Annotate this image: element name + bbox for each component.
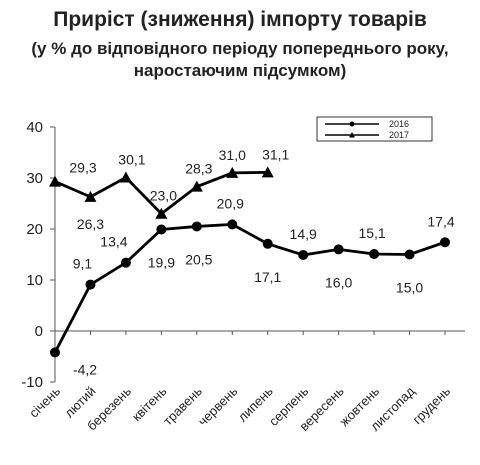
data-point-2016: [50, 347, 60, 358]
data-label-2016: 17,1: [254, 269, 281, 285]
legend-label-2017: 2017: [389, 130, 409, 140]
data-label-2016: 19,9: [148, 255, 175, 271]
subtitle-line-1: (у % до відповідного періоду попередньог…: [31, 39, 449, 58]
data-point-2016: [298, 250, 309, 261]
x-tick-label: грудень: [410, 383, 454, 427]
legend-marker-2017: [349, 132, 355, 138]
chart-subtitle: (у % до відповідного періоду попередньог…: [0, 38, 480, 82]
data-point-2016: [156, 224, 167, 235]
y-tick-label: 30: [26, 170, 43, 187]
data-point-2017: [190, 180, 203, 192]
data-point-2016: [85, 279, 96, 290]
data-point-2017: [261, 166, 274, 178]
data-label-2017: 29,3: [69, 160, 96, 176]
data-label-2017: 31,0: [219, 147, 246, 163]
data-label-2016: -4,2: [73, 361, 97, 377]
legend-label-2016: 2016: [389, 119, 409, 129]
data-label-2016: 15,0: [396, 280, 423, 296]
y-tick-label: 0: [35, 323, 43, 340]
data-label-2016: 15,1: [358, 225, 385, 241]
data-label-2017: 28,3: [185, 161, 212, 177]
data-point-2016: [369, 248, 380, 259]
data-label-2016: 20,5: [185, 251, 212, 267]
chart-title: Приріст (зниження) імпорту товарів: [53, 8, 427, 31]
data-point-2017: [49, 175, 61, 187]
data-point-2017: [226, 166, 239, 178]
data-label-2016: 13,4: [100, 234, 127, 250]
data-point-2016: [404, 249, 415, 260]
data-label-2017: 30,1: [118, 151, 145, 167]
y-tick-label: 20: [26, 221, 43, 238]
data-point-2017: [119, 171, 132, 183]
data-point-2016: [333, 244, 344, 255]
data-label-2017: 23,0: [150, 188, 177, 204]
y-tick-label: -10: [21, 374, 43, 391]
data-point-2016: [191, 221, 202, 232]
y-tick-label: 40: [26, 119, 43, 136]
legend-box: [316, 116, 433, 142]
data-point-2016: [227, 219, 238, 230]
data-label-2017: 26,3: [77, 216, 104, 232]
data-point-2016: [120, 257, 131, 268]
data-label-2016: 14,9: [290, 226, 317, 242]
data-label-2016: 16,0: [325, 274, 352, 290]
x-tick-label: червень: [195, 383, 241, 429]
data-point-2017: [155, 207, 168, 219]
data-label-2016: 20,9: [217, 195, 244, 211]
subtitle-line-2: наростаючим підсумком): [133, 61, 347, 80]
data-label-2016: 9,1: [73, 256, 93, 272]
data-point-2017: [84, 190, 97, 202]
data-label-2016: 17,4: [427, 213, 454, 229]
y-tick-label: 10: [26, 272, 43, 289]
data-point-2016: [262, 238, 273, 249]
legend-marker-2016: [349, 121, 355, 127]
series-line-2016: [53, 222, 446, 354]
data-point-2016: [440, 237, 450, 248]
data-label-2017: 31,1: [262, 146, 289, 162]
